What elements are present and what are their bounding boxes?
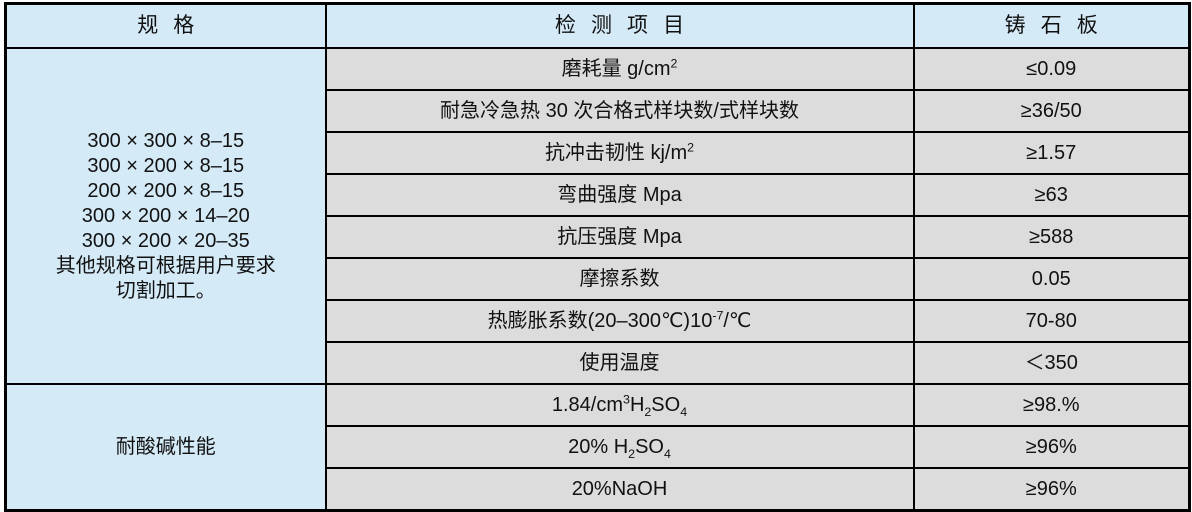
table-row: 耐急冷急热 30 次合格式样块数/式样块数 ≥36/50: [6, 89, 1191, 133]
item-subscript-1: 2: [628, 446, 636, 461]
item-text: 热膨胀系数(20–300℃)10: [487, 309, 713, 332]
value-cell-6: 70-80: [912, 299, 1191, 343]
item-text-c: SO: [635, 435, 664, 458]
item-cell-4: 抗压强度 Mpa: [324, 215, 915, 259]
item-cell-8: 1.84/cm3H2SO4: [324, 383, 915, 427]
item-text: 弯曲强度 Mpa: [557, 183, 682, 206]
table-row: 使用温度 ＜350: [6, 341, 1191, 385]
header-cell-spec: 规 格: [4, 2, 327, 49]
value-cell-4: ≥588: [912, 215, 1191, 259]
table-row: 抗冲击韧性 kj/m2 ≥1.57: [6, 131, 1191, 175]
acid-alkali-label-cell: 耐酸碱性能: [4, 383, 327, 512]
item-cell-3: 弯曲强度 Mpa: [324, 173, 915, 217]
item-text: 20%NaOH: [571, 477, 668, 500]
table-row: 热膨胀系数(20–300℃)10-7/℃ 70-80: [6, 299, 1191, 343]
table-row: 抗压强度 Mpa ≥588: [6, 215, 1191, 259]
table-row: 弯曲强度 Mpa ≥63: [6, 173, 1191, 217]
table-row: 耐酸碱性能 1.84/cm3H2SO4 ≥98.%: [4, 383, 1191, 512]
spec-list-cell: 300 × 300 × 8–15 300 × 200 × 8–15 200 × …: [4, 47, 327, 385]
item-subscript-2: 4: [680, 404, 688, 419]
item-suffix: /℃: [723, 309, 752, 332]
spec-table: 规 格 检 测 项 目 铸 石 板 300 × 300 × 8–15 300 ×…: [4, 2, 1191, 512]
item-text: 1.84/cm: [551, 393, 624, 416]
table-sheet: 规 格 检 测 项 目 铸 石 板 300 × 300 × 8–15 300 ×…: [4, 2, 1191, 512]
item-subscript-2: 4: [663, 446, 671, 461]
value-cell-5: 0.05: [912, 257, 1191, 301]
item-superscript: 2: [670, 55, 678, 70]
item-cell-7: 使用温度: [324, 341, 915, 385]
value-cell-0: ≤0.09: [912, 47, 1191, 91]
item-cell-0: 磨耗量 g/cm2: [324, 47, 915, 91]
table-row: 摩擦系数 0.05: [6, 257, 1191, 301]
header-cell-value: 铸 石 板: [912, 2, 1191, 49]
item-cell-10: 20%NaOH: [324, 467, 915, 512]
item-cell-9: 20% H2SO4: [324, 425, 915, 469]
item-text: 抗压强度 Mpa: [557, 225, 682, 248]
item-cell-5: 摩擦系数: [324, 257, 915, 301]
item-text: 磨耗量 g/cm: [561, 57, 671, 80]
value-cell-1: ≥36/50: [912, 89, 1191, 133]
item-superscript: 2: [687, 139, 695, 154]
item-text-c: SO: [651, 393, 681, 416]
table-row: 300 × 300 × 8–15 300 × 200 × 8–15 200 × …: [4, 47, 1191, 385]
item-text: 20% H: [568, 435, 629, 458]
item-text-b: H: [629, 393, 645, 416]
item-cell-1: 耐急冷急热 30 次合格式样块数/式样块数: [324, 89, 915, 133]
item-superscript: 3: [623, 391, 630, 406]
header-cell-item: 检 测 项 目: [324, 2, 915, 49]
value-cell-7: ＜350: [912, 341, 1191, 385]
item-text: 使用温度: [579, 351, 660, 374]
item-superscript: -7: [712, 307, 724, 322]
item-text: 耐急冷急热 30 次合格式样块数/式样块数: [440, 99, 799, 122]
value-cell-2: ≥1.57: [912, 131, 1191, 175]
table-row: 20% H2SO4 ≥96%: [6, 425, 1191, 469]
value-cell-10: ≥96%: [912, 467, 1191, 512]
item-cell-2: 抗冲击韧性 kj/m2: [324, 131, 915, 175]
item-text: 摩擦系数: [579, 267, 660, 290]
value-cell-3: ≥63: [912, 173, 1191, 217]
value-cell-8: ≥98.%: [912, 383, 1191, 427]
item-text: 抗冲击韧性 kj/m: [544, 141, 688, 164]
table-header-row: 规 格 检 测 项 目 铸 石 板: [4, 2, 1191, 49]
item-subscript-1: 2: [644, 404, 652, 419]
value-cell-9: ≥96%: [912, 425, 1191, 469]
item-cell-6: 热膨胀系数(20–300℃)10-7/℃: [324, 299, 915, 343]
